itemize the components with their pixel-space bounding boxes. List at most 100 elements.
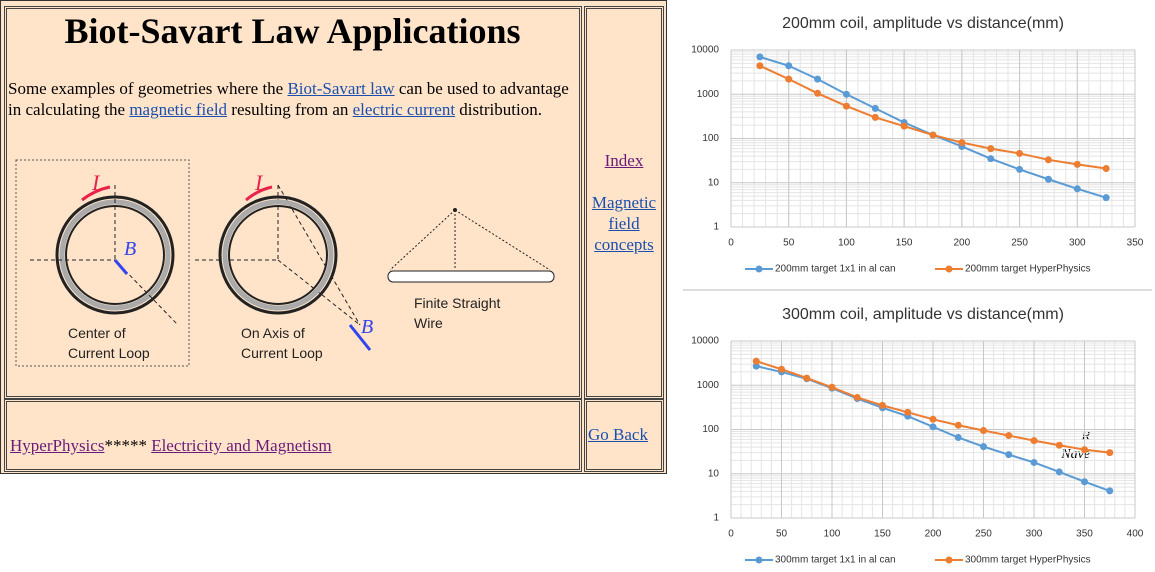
point [1102,194,1110,202]
point [929,423,937,431]
point [814,75,822,83]
point [980,443,987,451]
loop [222,199,334,311]
loop-frame [15,159,190,367]
stars: ***** [104,436,147,455]
chart-title: 300mm coil, amplitude vs distance(mm) [782,306,1064,323]
point [756,53,764,61]
x-tick-label: 400 [1127,529,1144,540]
field-arrow [348,324,372,351]
point [871,104,879,112]
x-tick-label: 100 [838,238,855,249]
legend-marker [945,556,953,564]
point [1044,175,1052,183]
y-tick-label: 10 [708,177,720,188]
x-tick-label: 150 [874,529,891,540]
point [954,421,962,429]
point [752,362,760,370]
point [1102,164,1110,172]
y-tick-label: 10000 [691,336,719,347]
loop [228,205,328,305]
current-arrow [245,185,273,202]
point [980,426,987,434]
point [871,113,879,121]
point [1055,468,1063,476]
x-tick-label: 250 [1011,238,1028,249]
point [1073,160,1081,168]
point [987,145,995,153]
y-tick-label: 1 [713,222,719,233]
point [958,139,966,147]
point [904,408,912,416]
point [1016,149,1024,157]
legend-label: 300mm target 1x1 in al can [775,555,896,566]
footer-cell [4,399,582,472]
page-title: Biot-Savart Law Applications [64,11,521,51]
x-tick-label: 150 [896,238,913,249]
x-tick-label: 350 [1127,238,1144,249]
point [785,62,793,70]
point [853,393,861,401]
intro-text: resulting from an [231,100,349,119]
index-link[interactable]: Index [604,151,644,170]
point [785,75,793,83]
point [1073,185,1081,193]
back-link[interactable]: Go Back [588,425,648,444]
y-tick-label: 1000 [697,380,720,391]
y-tick-label: 10 [708,468,720,479]
link[interactable]: Biot-Savart law [287,79,395,98]
point [756,62,764,70]
y-tick-label: 100 [702,133,719,144]
point [752,357,760,365]
point [1005,432,1013,440]
x-tick-label: 350 [1076,529,1093,540]
footer: HyperPhysics***** Electricity and Magnet… [10,436,332,456]
point [900,122,908,130]
intro-text: distribution. [459,100,542,119]
link[interactable]: electric current [352,100,456,119]
site-link[interactable]: HyperPhysics [10,436,105,455]
point [842,102,850,110]
point [1055,441,1063,449]
point [1030,437,1038,445]
point [1081,446,1088,454]
y-tick-label: 1000 [697,89,720,100]
legend-marker [755,265,763,273]
nav: Index Magnetic field concepts [586,150,662,255]
x-tick-label: 50 [776,529,788,540]
legend-label: 200mm target HyperPhysics [965,264,1091,275]
point [803,374,811,382]
intro-text: Some examples of geometries where the [8,79,284,98]
legend-label: 200mm target 1x1 in al can [775,264,896,275]
section-link[interactable]: Electricity and Magnetism [151,436,332,455]
loop [55,195,175,315]
x-tick-label: 50 [783,238,795,249]
caption: Current Loop [68,345,150,361]
point [814,89,822,97]
caption: Current Loop [241,345,323,361]
link[interactable]: magnetic field [129,100,228,119]
point [828,383,836,391]
x-tick-label: 100 [824,529,841,540]
x-tick-label: 0 [728,529,734,540]
concepts-link[interactable]: Magnetic field concepts [591,193,657,254]
legend-marker [945,265,953,273]
field-point [453,208,457,212]
x-tick-label: 200 [954,238,971,249]
field-label: B [361,316,373,338]
point [1106,449,1114,457]
caption: On Axis of [241,325,305,341]
point [1005,451,1013,459]
point [929,415,937,423]
x-tick-label: 0 [728,238,734,249]
y-tick-label: 100 [702,424,719,435]
field-label: B [124,238,136,260]
point [778,365,785,373]
charts: 200mm coil, amplitude vs distance(mm)110… [683,15,1152,566]
y-tick-label: 10000 [691,45,719,56]
caption: Finite Straight [414,295,500,311]
point [929,131,937,139]
legend-marker [755,556,763,564]
point [987,155,995,163]
